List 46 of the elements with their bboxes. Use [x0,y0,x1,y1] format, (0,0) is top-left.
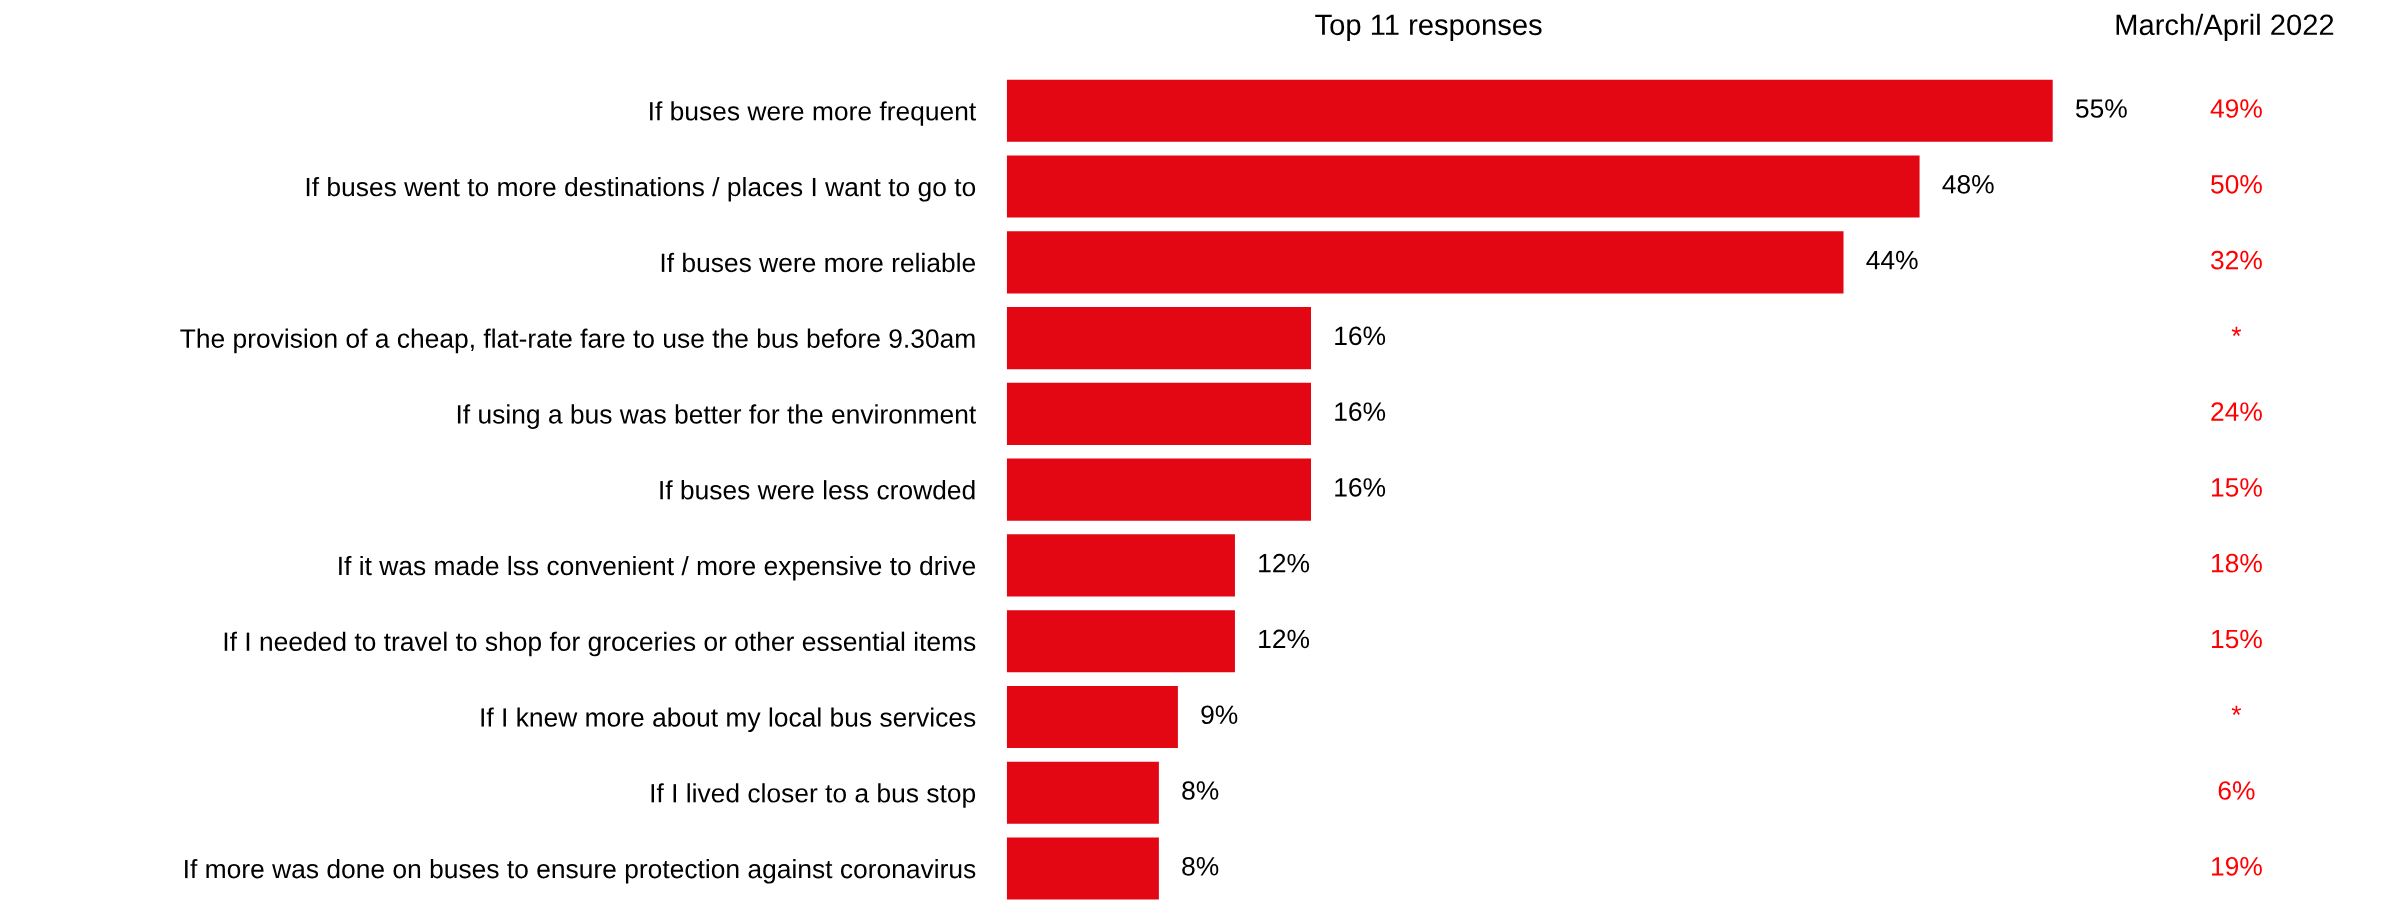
text: 15% [2212,478,2262,497]
y-tick-label: If more was done on buses to ensure protection against coronavirus [185,858,976,884]
bar [1006,155,1920,218]
data-label: 55% [2075,99,2127,118]
y-tick-label: If I lived closer to a bus stop [651,783,976,808]
text: March/April 2022 [2116,13,2334,41]
bar [1006,534,1235,597]
y-tick-label: If I knew more about my local bus services [481,707,976,733]
data-label: 9% [1201,705,1238,725]
text: 15% [2212,629,2262,649]
bar [1006,761,1159,824]
text: 32% [2211,250,2262,270]
text: 6% [2218,781,2255,800]
text: * [2231,326,2242,337]
y-tick-label: If it was made lss convenient / more expensive to drive [339,555,976,581]
data-label: 12% [1259,629,1310,649]
y-tick-label: The provision of a cheap, flat-rate fare to use the bus before 9.30am [180,328,975,354]
y-tick-label: If buses went to more destinations / places I want to go to [306,176,976,202]
bar [1006,79,2053,142]
y-tick-label: If I needed to travel to shop for groceries or other essential items [224,631,976,657]
bar [1006,610,1235,673]
data-label: 16% [1335,478,1386,497]
bar [1006,382,1312,445]
y-tick-label: If buses were less crowded [660,480,975,500]
y-tick-label: If buses were more frequent [650,101,977,126]
bar [1006,837,1159,900]
text: * [2231,705,2242,715]
text: 49% [2210,99,2262,118]
text: 24% [2211,402,2262,421]
y-tick-label: If buses were more reliable [661,252,976,273]
text: 19% [2212,856,2262,876]
data-label: 16% [1335,402,1386,421]
data-label: 44% [1866,250,1918,270]
data-label: 12% [1259,553,1310,573]
chart-title: Top 11 responses [1315,14,1542,41]
text: 18% [2212,553,2262,573]
data-label: 16% [1335,326,1386,346]
bar [1006,685,1178,749]
text: 50% [2211,174,2262,194]
bar [1006,231,1844,294]
data-label: 8% [1182,856,1219,876]
bar [1006,307,1312,370]
y-tick-label: If using a bus was better for the environment [457,404,977,429]
data-label: 48% [1942,174,1994,194]
data-label: 8% [1182,781,1219,800]
bar [1006,458,1312,521]
